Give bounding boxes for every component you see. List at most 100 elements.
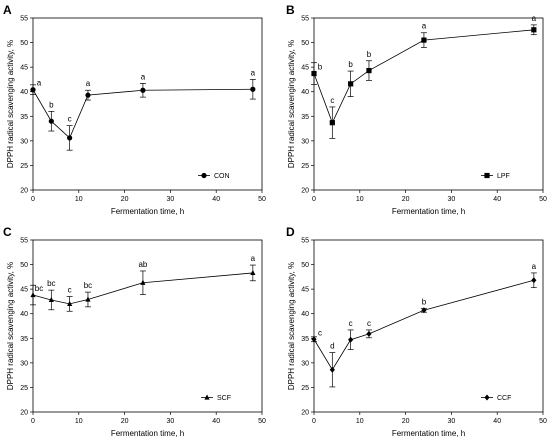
panel-d-data-point (348, 336, 354, 343)
panel-c-y-tick-label: 40 (20, 311, 28, 318)
panel-d-data-point (531, 277, 537, 284)
panel-c-legend-label: SCF (217, 395, 231, 402)
panel-d-significance-label: c (318, 328, 322, 337)
panel-d-letter: D (286, 225, 295, 239)
panel-d-x-axis-title: Fermentation time, h (392, 429, 465, 438)
panel-a-significance-label: a (141, 72, 146, 81)
panel-c-y-tick-label: 25 (20, 385, 28, 392)
panel-b-plot-frame (313, 17, 544, 191)
panel-c-significance-label: bc (47, 279, 55, 288)
panel-c-data-point (30, 291, 36, 298)
panel-d-y-tick-label: 55 (301, 238, 309, 245)
panel-b-x-tick-label: 10 (356, 196, 364, 203)
panel-d-y-tick-label: 30 (301, 360, 309, 367)
panel-d-data-point (366, 330, 372, 337)
panel-a-x-tick-label: 0 (31, 196, 35, 203)
panel-c-series-line (32, 272, 253, 305)
panel-d-significance-label: d (330, 342, 334, 351)
panel-c-y-tick-label: 55 (20, 238, 28, 245)
panel-c-significance-label: ab (138, 260, 147, 269)
panel-d-y-tick-label: 20 (301, 410, 309, 417)
panel-c-data-point (140, 279, 146, 285)
panel-c-x-axis-title: Fermentation time, h (111, 429, 184, 438)
panel-a-y-tick-label: 45 (20, 65, 28, 72)
panel-d-significance-label: a (532, 262, 537, 271)
panel-b-x-axis-title: Fermentation time, h (392, 207, 465, 216)
panel-b-x-tick-label: 40 (493, 196, 501, 203)
panel-b-data-point (329, 120, 335, 126)
panel-d-legend-label: CCF (497, 395, 511, 402)
panel-b-y-tick-label: 55 (301, 16, 309, 23)
panel-a-legend-marker (201, 172, 207, 179)
panel-c-y-tick-label: 45 (20, 287, 28, 294)
panel-d-significance-label: c (367, 319, 371, 328)
panel-d-plot-frame (313, 239, 544, 413)
panel-b-y-tick-label: 25 (301, 163, 309, 170)
panel-a-data-point (48, 118, 54, 124)
panel-c-significance-label: bc (84, 281, 92, 290)
panel-c-data-point (85, 296, 91, 302)
panel-c-legend-marker (204, 394, 210, 400)
panel-b-significance-label: b (318, 63, 323, 72)
panel-c-x-tick-label: 10 (75, 418, 83, 425)
panel-b-data-point (421, 37, 427, 43)
panel-c-x-tick-label: 20 (121, 418, 129, 425)
panel-c-y-tick-label: 50 (20, 262, 28, 269)
panel-b-data-point (348, 81, 354, 87)
panel-a-x-tick-label: 20 (121, 196, 129, 203)
panel-b-y-tick-label: 30 (301, 138, 309, 145)
panel-d-data-point (421, 307, 427, 314)
panel-a-y-tick-label: 35 (20, 114, 28, 121)
panel-b-significance-label: c (330, 96, 334, 105)
panel-c-x-tick-label: 30 (167, 418, 175, 425)
panel-d-y-tick-label: 50 (301, 262, 309, 269)
panel-c-significance-label: a (251, 254, 256, 263)
panel-a-significance-label: a (251, 68, 256, 77)
panel-c-letter: C (3, 225, 12, 239)
panel-b-y-tick-label: 45 (301, 65, 309, 72)
panel-b-y-tick-label: 35 (301, 114, 309, 121)
panel-a-x-axis-title: Fermentation time, h (111, 207, 184, 216)
panel-b-x-tick-label: 20 (402, 196, 410, 203)
panel-b-data-point (531, 27, 537, 33)
panel-b-x-tick-label: 0 (312, 196, 316, 203)
panel-a-x-tick-label: 40 (212, 196, 220, 203)
panel-a-data-point (30, 87, 36, 93)
panel-c-x-tick-label: 0 (31, 418, 35, 425)
panel-d-data-point (311, 336, 317, 343)
panel-d-x-tick-label: 50 (539, 418, 547, 425)
panel-b-x-tick-label: 30 (448, 196, 456, 203)
panel-d-significance-label: c (349, 319, 353, 328)
panel-c-significance-label: c (68, 286, 72, 295)
panel-c-x-tick-label: 40 (212, 418, 220, 425)
panel-a-data-point (250, 86, 256, 92)
panel-a-plot-frame (32, 17, 263, 191)
panel-c-x-tick-label: 50 (258, 418, 266, 425)
panel-a-x-tick-label: 50 (258, 196, 266, 203)
panel-b-data-point (366, 67, 372, 74)
panel-d-y-tick-label: 45 (301, 287, 309, 294)
panel-b-y-tick-label: 40 (301, 89, 309, 96)
panel-a-data-point (140, 87, 146, 93)
panel-a-significance-label: a (37, 79, 42, 88)
panel-b-significance-label: a (532, 14, 537, 23)
panel-c-plot-frame (32, 239, 263, 413)
panel-b-legend-label: LPF (497, 173, 510, 180)
panel-d-x-tick-label: 10 (356, 418, 364, 425)
panel-b-y-axis-title: DPPH radical scavenging activity, % (287, 40, 296, 168)
panel-d-x-tick-label: 30 (448, 418, 456, 425)
panel-b-y-tick-label: 20 (301, 188, 309, 195)
panel-a-letter: A (3, 3, 12, 17)
panel-b-y-tick-label: 50 (301, 40, 309, 47)
panel-d-x-tick-label: 20 (402, 418, 410, 425)
panel-a-significance-label: b (49, 100, 54, 109)
panel-b-significance-label: b (348, 60, 353, 69)
panel-a-y-tick-label: 20 (20, 188, 28, 195)
panel-c-y-tick-label: 20 (20, 410, 28, 417)
panel-b-series-line (313, 29, 534, 124)
panel-a-y-tick-label: 30 (20, 138, 28, 145)
panel-c-data-point (250, 269, 256, 276)
panel-b-significance-label: a (422, 22, 427, 31)
panel-d-series-line (313, 279, 534, 371)
